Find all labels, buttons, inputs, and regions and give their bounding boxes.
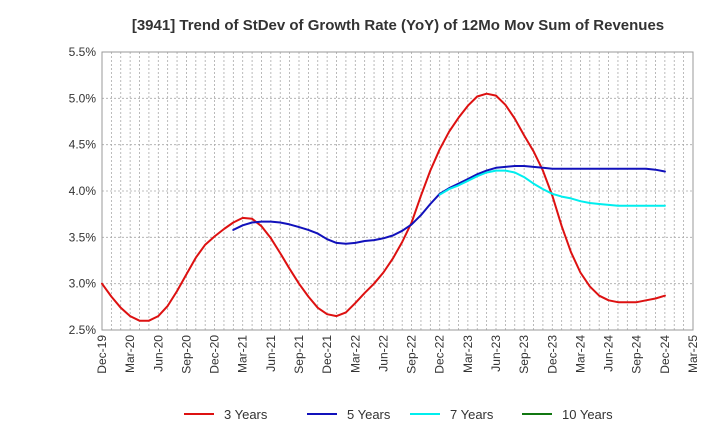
x-tick-label: Jun-23 [489,335,503,372]
legend-label-5-years: 5 Years [347,407,391,422]
y-axis: 2.5% 3.0% 3.5% 4.0% 4.5% 5.0% 5.5% [69,45,97,337]
x-tick-label: Jun-24 [602,335,616,372]
x-tick-label: Mar-23 [461,335,475,373]
y-tick-label: 4.0% [69,184,97,198]
x-axis: Dec-19 Mar-20 Jun-20 Sep-20 Dec-20 Mar-21 Jun-… [95,335,700,374]
x-tick-label: Mar-21 [236,335,250,373]
grid [101,51,694,331]
series-group [101,92,666,322]
x-tick-label: Jun-20 [151,335,165,372]
x-tick-label: Jun-22 [376,335,390,372]
x-tick-label: Dec-24 [658,335,672,374]
x-tick-label: Mar-25 [686,335,700,373]
x-tick-label: Dec-22 [433,335,447,374]
x-tick-label: Mar-24 [573,335,587,373]
legend-label-3-years: 3 Years [224,407,268,422]
y-tick-label: 3.5% [69,230,97,244]
y-tick-label: 2.5% [69,323,97,337]
legend-label-10-years: 10 Years [562,407,613,422]
x-tick-label: Sep-20 [179,335,193,374]
x-tick-label: Sep-23 [517,335,531,374]
y-tick-label: 3.0% [69,277,97,291]
legend-label-7-years: 7 Years [450,407,494,422]
x-tick-label: Dec-20 [208,335,222,374]
y-tick-label: 4.5% [69,138,97,152]
x-tick-label: Jun-21 [264,335,278,372]
y-tick-label: 5.0% [69,91,97,105]
legend: 3 Years 5 Years 7 Years 10 Years [184,407,613,422]
y-tick-label: 5.5% [69,45,97,59]
x-tick-label: Sep-24 [630,335,644,374]
series-line-7-years [438,169,666,207]
x-tick-label: Dec-21 [320,335,334,374]
x-tick-label: Sep-22 [405,335,419,374]
x-tick-label: Mar-22 [348,335,362,373]
series-line-3-years [101,92,666,322]
x-tick-label: Mar-20 [123,335,137,373]
chart-title: [3941] Trend of StDev of Growth Rate (Yo… [132,17,664,34]
plot-area [101,51,694,331]
x-tick-label: Dec-23 [545,335,559,374]
x-tick-label: Sep-21 [292,335,306,374]
x-tick-label: Dec-19 [95,335,109,374]
